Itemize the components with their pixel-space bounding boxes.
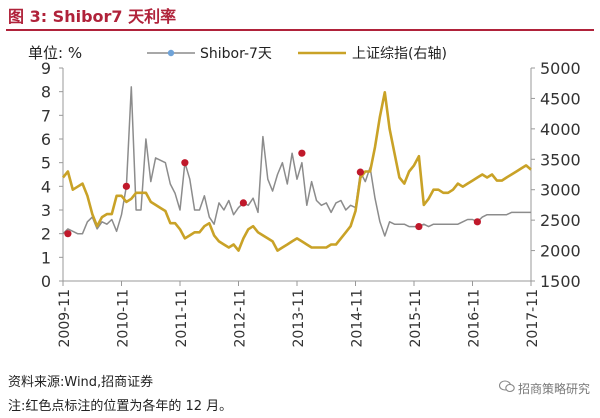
left-tick-label: 1: [41, 248, 51, 267]
figure-title: 图 3: Shibor7 天利率: [8, 7, 177, 26]
x-tick-label: 2017-11: [525, 289, 541, 348]
december-markers: [64, 149, 481, 238]
left-tick-label: 5: [41, 154, 51, 173]
left-tick-label: 6: [41, 130, 51, 149]
left-tick-label: 4: [41, 177, 51, 196]
right-tick-label: 5000: [540, 59, 581, 78]
source-text: 资料来源:Wind,招商证券: [8, 375, 154, 390]
watermark: 招商策略研究: [498, 380, 590, 397]
x-tick-label: 2016-11: [467, 289, 483, 348]
x-tick-label: 2014-11: [350, 289, 366, 348]
x-tick-label: 2011-11: [174, 289, 190, 348]
footnote-text: 注:红色点标注的位置为各年的 12 月。: [8, 399, 233, 414]
right-tick-label: 2500: [540, 211, 581, 230]
right-tick-label: 3000: [540, 181, 581, 200]
right-tick-label: 2000: [540, 242, 581, 261]
wechat-icon: [498, 380, 515, 396]
december-marker: [415, 222, 423, 231]
x-tick-label: 2012-11: [233, 289, 249, 348]
december-marker: [64, 230, 72, 238]
x-tick-label: 2013-11: [291, 289, 307, 348]
legend-shibor-marker: [167, 49, 175, 57]
left-tick-label: 7: [41, 106, 51, 125]
x-tick-label: 2010-11: [116, 289, 132, 348]
watermark-text: 招商策略研究: [517, 382, 590, 396]
shibor-7d-series-line: [62, 86, 531, 237]
chart-axes: 0 1 2 3 4 5 6 7 8 9 1500 2000 2500 3000 3500 4000 4500 50…: [41, 59, 581, 348]
title-divider: [6, 29, 594, 31]
x-tick-label: 2015-11: [408, 289, 424, 348]
left-tick-label: 2: [41, 225, 51, 244]
right-tick-label: 4000: [540, 120, 581, 139]
shibor-chart: 0 1 2 3 4 5 6 7 8 9 1500 2000 2500 3000 3500 4000 4500 50…: [28, 44, 581, 348]
left-unit-label: 单位: %: [28, 44, 82, 62]
december-marker: [473, 218, 481, 226]
left-tick-label: 3: [41, 201, 51, 220]
right-tick-label: 1500: [540, 272, 581, 291]
legend-shibor-label: Shibor-7天: [200, 46, 272, 62]
december-marker: [298, 149, 306, 157]
chart-series: [61, 86, 532, 252]
left-tick-label: 0: [41, 272, 51, 291]
chart-legend: 单位: % Shibor-7天 上证综指(右轴): [28, 44, 447, 62]
december-marker: [122, 182, 130, 190]
x-tick-label: 2009-11: [57, 289, 73, 348]
legend-index-label: 上证综指(右轴): [352, 46, 447, 62]
shanghai-index-series-line: [61, 90, 532, 252]
december-marker: [239, 199, 247, 207]
right-tick-label: 3500: [540, 150, 581, 169]
december-marker: [356, 168, 364, 176]
left-tick-label: 8: [41, 83, 51, 102]
right-tick-label: 4500: [540, 89, 581, 108]
left-tick-label: 9: [41, 59, 51, 78]
december-marker: [181, 159, 189, 167]
